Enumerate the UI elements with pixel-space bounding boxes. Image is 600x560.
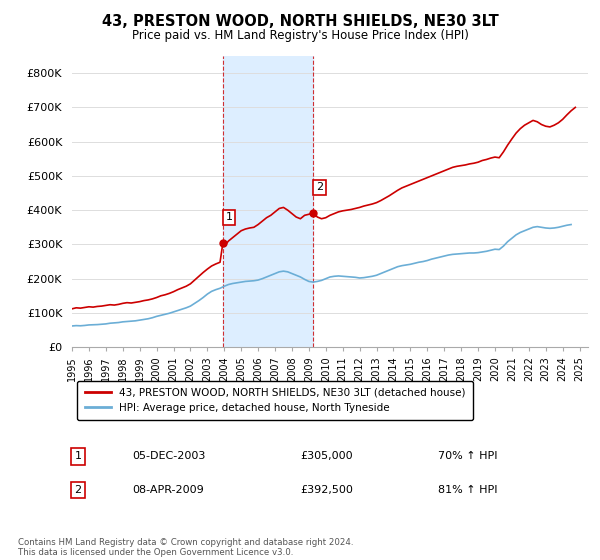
Text: £392,500: £392,500 xyxy=(300,485,353,495)
Text: 08-APR-2009: 08-APR-2009 xyxy=(132,485,204,495)
Text: 1: 1 xyxy=(74,451,82,461)
Text: 2: 2 xyxy=(316,183,323,193)
Bar xyxy=(223,56,313,347)
Legend: 43, PRESTON WOOD, NORTH SHIELDS, NE30 3LT (detached house), HPI: Average price, : 43, PRESTON WOOD, NORTH SHIELDS, NE30 3L… xyxy=(77,380,473,421)
Text: 1: 1 xyxy=(226,212,232,222)
Text: £305,000: £305,000 xyxy=(300,451,353,461)
Text: 05-DEC-2003: 05-DEC-2003 xyxy=(132,451,205,461)
Text: 70% ↑ HPI: 70% ↑ HPI xyxy=(438,451,497,461)
Text: 81% ↑ HPI: 81% ↑ HPI xyxy=(438,485,497,495)
Text: Contains HM Land Registry data © Crown copyright and database right 2024.
This d: Contains HM Land Registry data © Crown c… xyxy=(18,538,353,557)
Text: 43, PRESTON WOOD, NORTH SHIELDS, NE30 3LT: 43, PRESTON WOOD, NORTH SHIELDS, NE30 3L… xyxy=(101,14,499,29)
Text: Price paid vs. HM Land Registry's House Price Index (HPI): Price paid vs. HM Land Registry's House … xyxy=(131,29,469,42)
Text: 2: 2 xyxy=(74,485,82,495)
